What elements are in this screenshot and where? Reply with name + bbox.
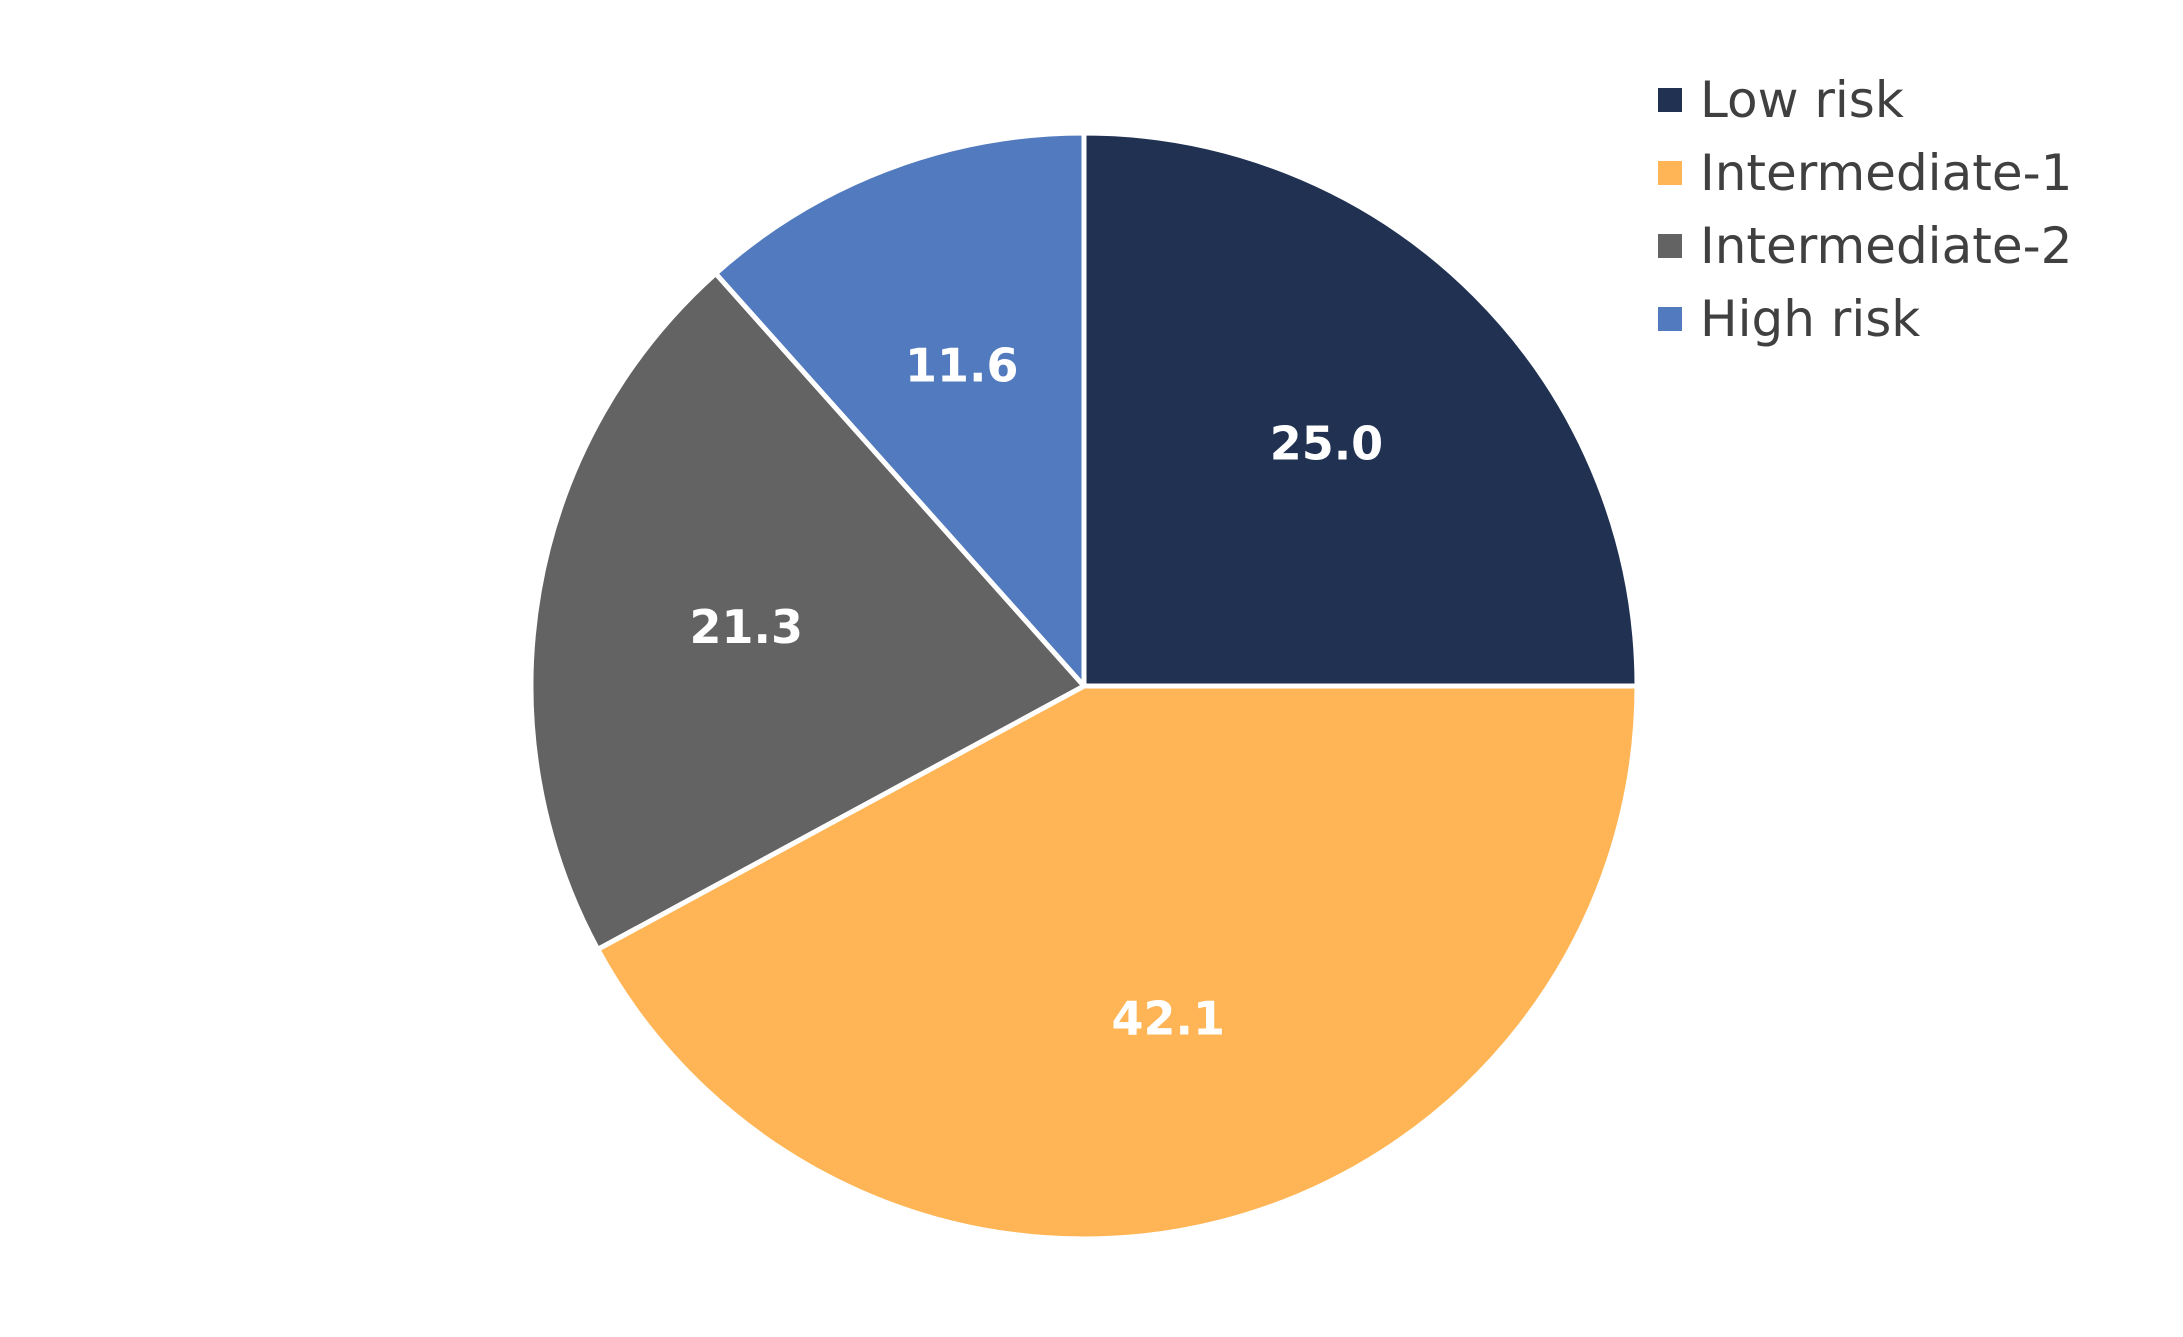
legend-label-high-risk: High risk (1700, 290, 1920, 348)
data-label-high-risk: 11.6 (905, 339, 1019, 393)
pie-slices (528, 130, 1640, 1242)
pie-slice-high-risk (713, 130, 1087, 689)
pie-slice-intermediate-1 (595, 683, 1640, 1242)
legend-swatch-intermediate-1 (1658, 161, 1682, 185)
data-label-intermediate-2: 21.3 (689, 600, 803, 654)
legend-swatch-high-risk (1658, 307, 1682, 331)
legend: Low risk Intermediate-1 Intermediate-2 High… (1658, 71, 2072, 348)
legend-label-intermediate-2: Intermediate-2 (1700, 217, 2072, 275)
data-label-low-risk: 25.0 (1270, 417, 1384, 471)
pie-slice-intermediate-2 (528, 270, 1087, 952)
slice-labels: 25.0 42.1 21.3 11.6 (689, 339, 1383, 1046)
pie-slice-low-risk (1081, 130, 1640, 689)
data-label-intermediate-1: 42.1 (1111, 991, 1225, 1045)
legend-label-intermediate-1: Intermediate-1 (1700, 144, 2072, 202)
legend-swatch-low-risk (1658, 88, 1682, 112)
legend-swatch-intermediate-2 (1658, 234, 1682, 258)
legend-label-low-risk: Low risk (1700, 71, 1904, 129)
